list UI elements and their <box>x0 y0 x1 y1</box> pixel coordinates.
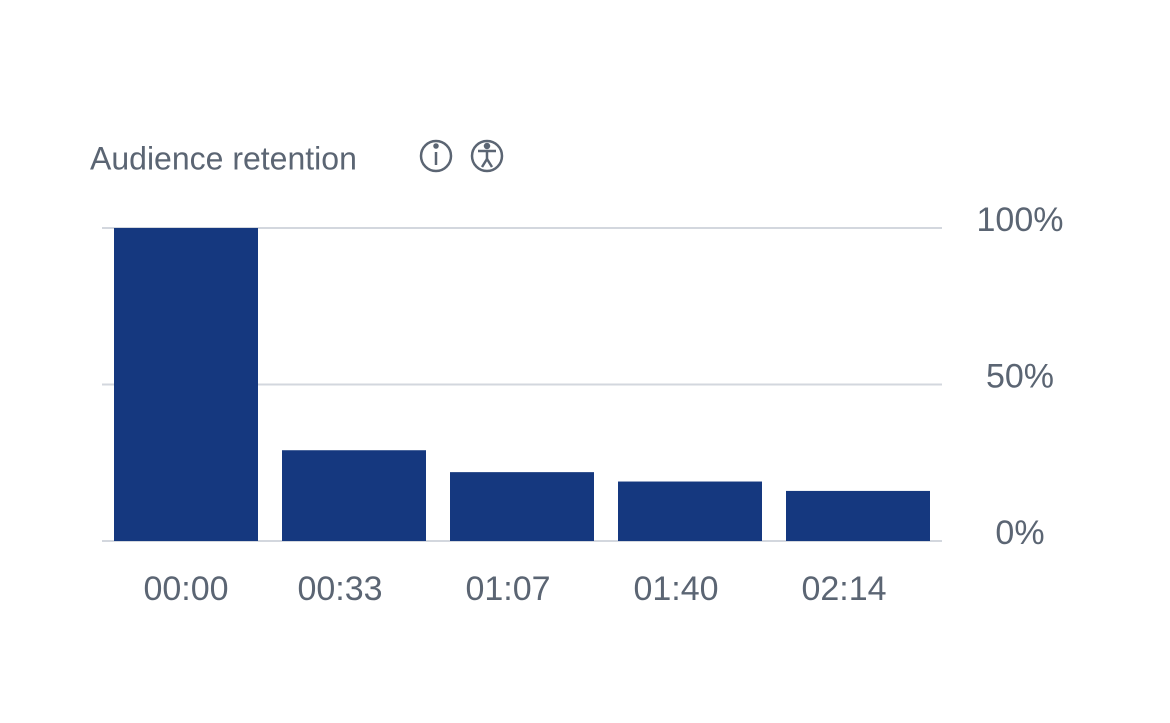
info-icon[interactable] <box>419 139 453 173</box>
y-tick-label: 100% <box>977 201 1064 239</box>
bar <box>114 228 258 541</box>
x-tick-label: 01:40 <box>633 570 718 608</box>
bar <box>450 472 594 541</box>
chart-title: Audience retention <box>90 140 357 176</box>
x-tick-label: 00:00 <box>143 570 228 608</box>
x-tick-label: 00:33 <box>297 570 382 608</box>
bar <box>618 481 762 541</box>
y-tick-label: 0% <box>995 514 1044 552</box>
bar <box>282 450 426 541</box>
y-tick-label: 50% <box>986 357 1054 395</box>
bar <box>786 490 930 541</box>
accessibility-icon[interactable] <box>470 139 504 173</box>
x-tick-label: 02:14 <box>801 570 886 608</box>
x-tick-label: 01:07 <box>465 570 550 608</box>
